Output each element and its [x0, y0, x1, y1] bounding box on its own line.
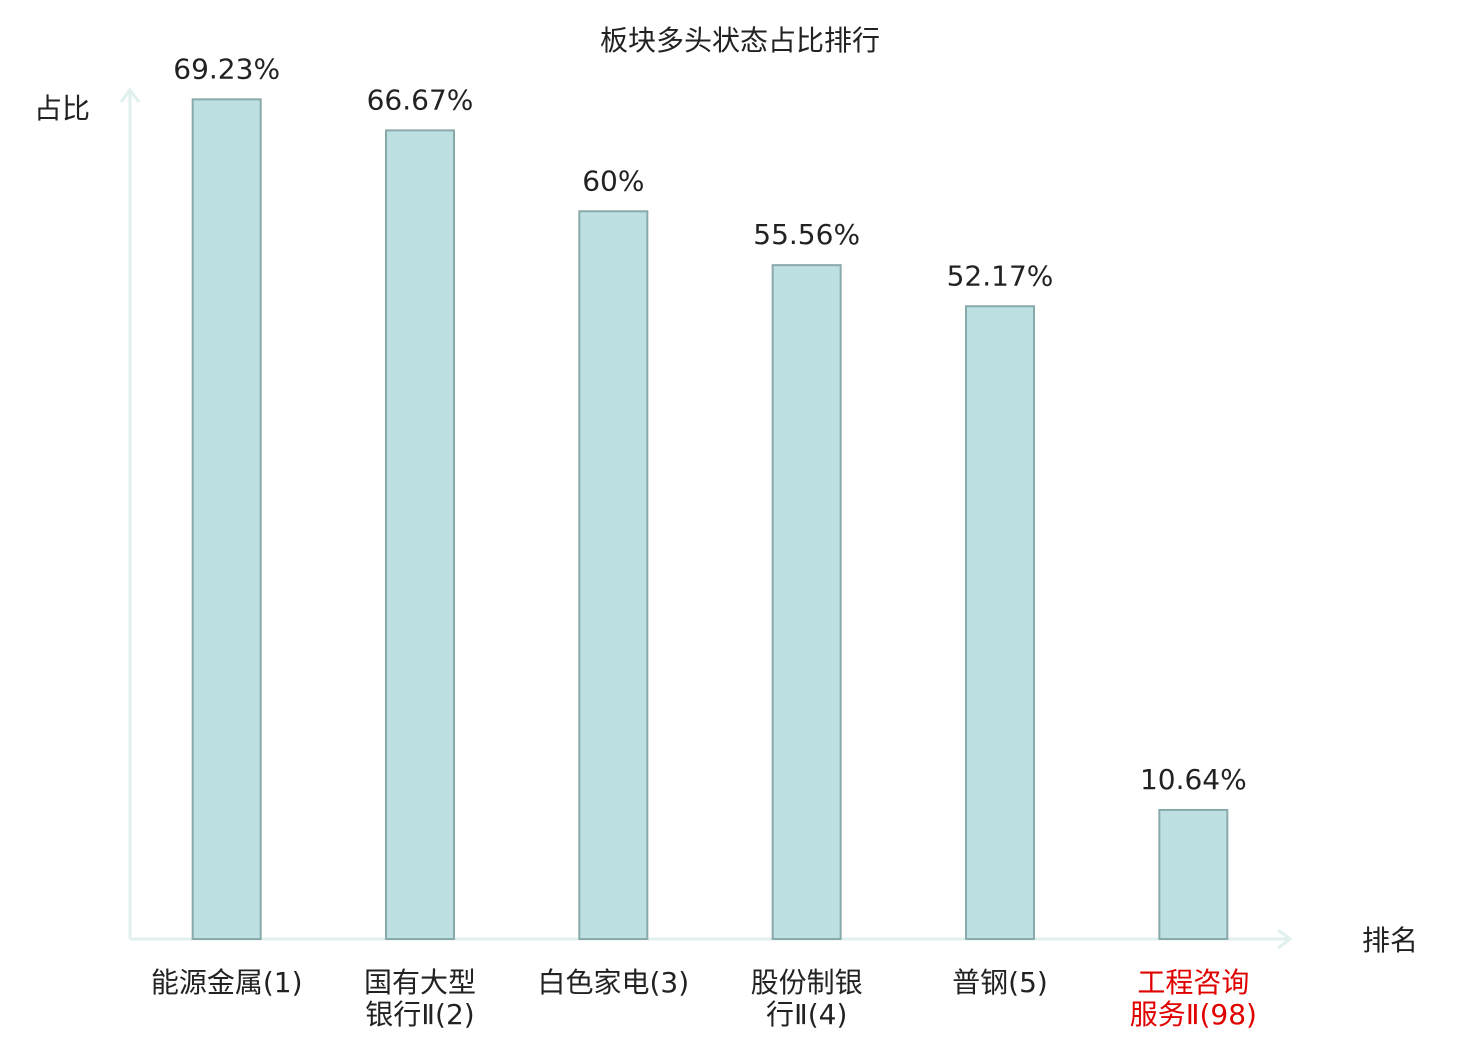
x-tick-label: 白色家电(3): [537, 966, 689, 999]
bar: [385, 129, 455, 941]
x-tick-label: 能源金属(1): [151, 966, 303, 999]
value-label: 66.67%: [367, 83, 474, 116]
bar: [1158, 808, 1229, 941]
chart-title: 板块多头状态占比排行: [600, 24, 880, 57]
value-label: 69.23%: [173, 52, 280, 85]
x-axis-label: 排名: [1362, 924, 1418, 957]
x-axis-arrow: [1277, 928, 1293, 950]
value-label: 52.17%: [947, 259, 1054, 292]
x-tick-label: 工程咨询服务Ⅱ(98): [1130, 966, 1257, 1031]
y-axis-arrow: [119, 87, 141, 103]
bar: [965, 305, 1035, 940]
value-label: 10.64%: [1140, 763, 1247, 796]
bar: [578, 210, 649, 941]
x-tick-label: 股份制银行Ⅱ(4): [751, 966, 863, 1031]
value-label: 60%: [582, 164, 644, 197]
x-tick-label: 国有大型银行Ⅱ(2): [364, 966, 476, 1031]
x-tick-label: 普钢(5): [952, 966, 1048, 999]
value-label: 55.56%: [753, 218, 860, 251]
bar: [191, 98, 262, 941]
bar: [771, 264, 842, 940]
y-axis-label: 占比: [34, 92, 90, 125]
